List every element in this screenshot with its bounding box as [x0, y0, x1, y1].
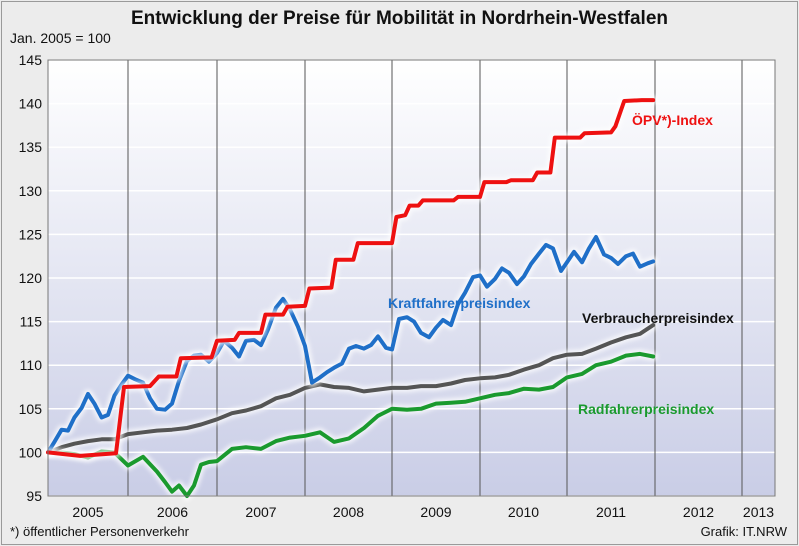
- series-labels: ÖPV*)-Index Kraftfahrerpreisindex Verbrauc…: [388, 112, 734, 417]
- y-axis-unit-label: Jan. 2005 = 100: [10, 30, 111, 46]
- y-tick-label: 125: [19, 226, 43, 242]
- series-label: ÖPV*)-Index: [632, 112, 713, 128]
- y-tick-label: 110: [20, 357, 43, 373]
- y-tick-label: 95: [26, 488, 42, 504]
- y-tick-label: 105: [19, 401, 43, 417]
- y-tick-label: 100: [19, 444, 43, 460]
- x-tick-label: 2005: [72, 504, 103, 520]
- x-axis-ticks: 2005 2006 2007 2008 2009 2010 2011 2012 2013: [72, 504, 774, 520]
- y-tick-label: 140: [19, 96, 43, 112]
- footnote: *) öffentlicher Personenverkehr: [10, 524, 189, 539]
- x-tick-label: 2007: [245, 504, 276, 520]
- y-axis-ticks: 95 100 105 110 115 120 125 130 135 140 145: [19, 52, 43, 504]
- x-tick-label: 2011: [596, 504, 626, 520]
- series-label: Kraftfahrerpreisindex: [388, 295, 531, 311]
- y-tick-label: 120: [19, 270, 43, 286]
- series-line: [46, 323, 656, 455]
- x-tick-label: 2008: [333, 504, 364, 520]
- x-tick-label: 2013: [743, 504, 774, 520]
- series-line: [46, 98, 656, 458]
- y-tick-label: 145: [19, 52, 43, 68]
- y-tick-label: 130: [19, 183, 43, 199]
- chart-title: Entwicklung der Preise für Mobilität in …: [131, 8, 668, 29]
- x-tick-label: 2010: [508, 504, 539, 520]
- x-tick-label: 2012: [683, 504, 714, 520]
- series-line: [46, 351, 656, 498]
- credit: Grafik: IT.NRW: [700, 524, 787, 539]
- x-tick-label: 2006: [157, 504, 188, 520]
- series-label: Verbraucherpreisindex: [582, 310, 734, 326]
- y-tick-label: 135: [19, 139, 43, 155]
- y-tick-label: 115: [20, 314, 43, 330]
- x-tick-label: 2009: [420, 504, 451, 520]
- series-lines: [43, 95, 658, 501]
- plot-border: [47, 59, 776, 497]
- series-label: Radfahrerpreisindex: [578, 401, 714, 417]
